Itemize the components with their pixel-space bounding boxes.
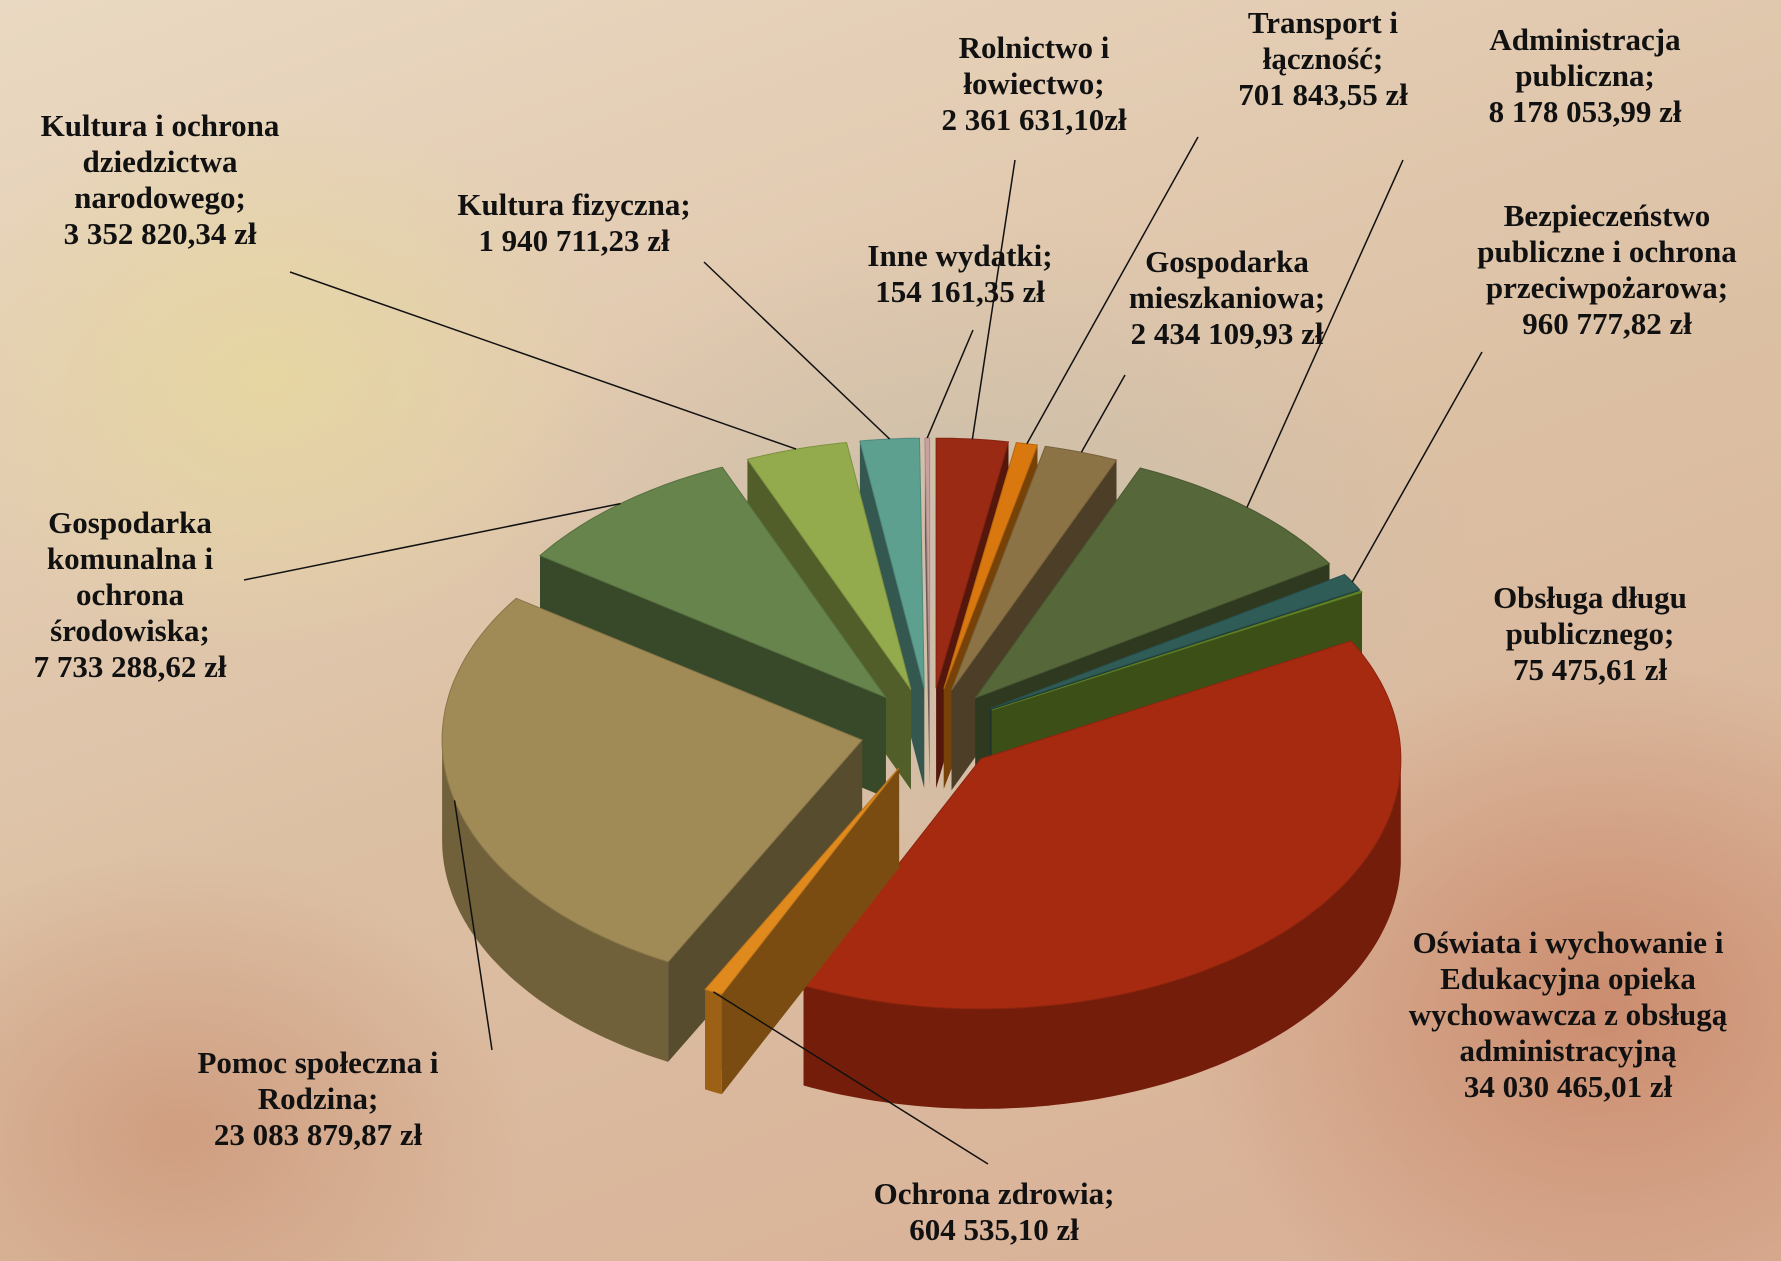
value-label: 7 733 288,62 zł (0, 649, 265, 685)
category-label: Pomoc społeczna i Rodzina; (138, 1045, 498, 1117)
value-label: 8 178 053,99 zł (1435, 94, 1735, 130)
category-label: Bezpieczeństwo publiczne i ochrona przec… (1437, 198, 1777, 306)
category-label: Obsługa długu publicznego; (1440, 580, 1740, 652)
category-label: Kultura i ochrona dziedzictwa narodowego… (0, 108, 325, 216)
data-label: Gospodarka mieszkaniowa;2 434 109,93 zł (1082, 244, 1372, 352)
category-label: Ochrona zdrowia; (794, 1176, 1194, 1212)
leader-line (290, 272, 796, 449)
data-label: Kultura i ochrona dziedzictwa narodowego… (0, 108, 325, 252)
category-label: Transport i łączność; (1193, 5, 1453, 77)
category-label: Inne wydatki; (830, 238, 1090, 274)
value-label: 2 434 109,93 zł (1082, 316, 1372, 352)
value-label: 75 475,61 zł (1440, 652, 1740, 688)
leader-line (927, 330, 973, 438)
value-label: 1 940 711,23 zł (414, 223, 734, 259)
slice-side (705, 989, 722, 1094)
data-label: Kultura fizyczna;1 940 711,23 zł (414, 187, 734, 259)
leader-line (1352, 352, 1482, 582)
data-label: Administracja publiczna;8 178 053,99 zł (1435, 22, 1735, 130)
leader-line (1081, 375, 1125, 452)
value-label: 34 030 465,01 zł (1358, 1069, 1778, 1105)
value-label: 3 352 820,34 zł (0, 216, 325, 252)
data-label: Oświata i wychowanie i Edukacyjna opieka… (1358, 925, 1778, 1105)
category-label: Kultura fizyczna; (414, 187, 734, 223)
value-label: 604 535,10 zł (794, 1212, 1194, 1248)
data-label: Ochrona zdrowia;604 535,10 zł (794, 1176, 1194, 1248)
data-label: Rolnictwo i łowiectwo;2 361 631,10zł (904, 30, 1164, 138)
data-label: Bezpieczeństwo publiczne i ochrona przec… (1437, 198, 1777, 342)
value-label: 701 843,55 zł (1193, 77, 1453, 113)
value-label: 154 161,35 zł (830, 274, 1090, 310)
category-label: Gospodarka komunalna i ochrona środowisk… (0, 505, 265, 649)
data-label: Gospodarka komunalna i ochrona środowisk… (0, 505, 265, 685)
data-label: Pomoc społeczna i Rodzina;23 083 879,87 … (138, 1045, 498, 1153)
value-label: 960 777,82 zł (1437, 306, 1777, 342)
data-label: Obsługa długu publicznego;75 475,61 zł (1440, 580, 1740, 688)
data-label: Inne wydatki;154 161,35 zł (830, 238, 1090, 310)
category-label: Oświata i wychowanie i Edukacyjna opieka… (1358, 925, 1778, 1069)
data-label: Transport i łączność;701 843,55 zł (1193, 5, 1453, 113)
category-label: Rolnictwo i łowiectwo; (904, 30, 1164, 102)
value-label: 23 083 879,87 zł (138, 1117, 498, 1153)
category-label: Administracja publiczna; (1435, 22, 1735, 94)
page: (() => { const data = JSON.parse(documen… (0, 0, 1781, 1261)
value-label: 2 361 631,10zł (904, 102, 1164, 138)
category-label: Gospodarka mieszkaniowa; (1082, 244, 1372, 316)
